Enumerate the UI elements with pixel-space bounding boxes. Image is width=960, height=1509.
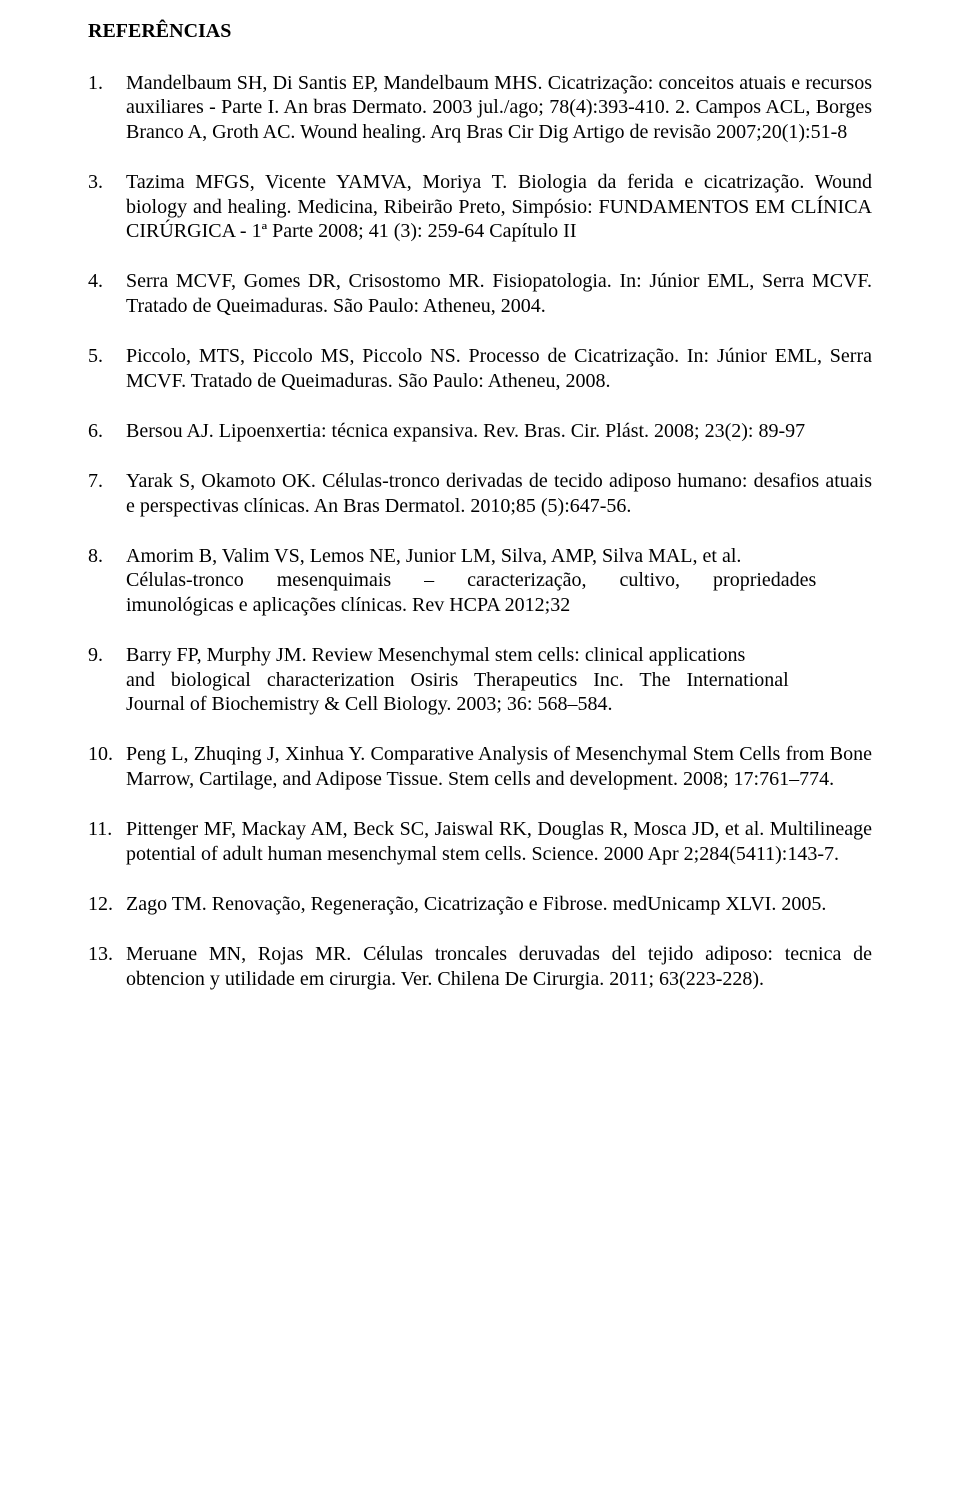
reference-text-line: Journal of Biochemistry & Cell Biology. … — [126, 693, 612, 715]
reference-text: Meruane MN, Rojas MR. Células troncales … — [126, 943, 872, 989]
reference-item: 8. Amorim B, Valim VS, Lemos NE, Junior … — [88, 544, 872, 617]
reference-item: 6. Bersou AJ. Lipoenxertia: técnica expa… — [88, 419, 872, 443]
reference-item: 7. Yarak S, Okamoto OK. Células-tronco d… — [88, 469, 872, 518]
reference-number: 6. — [88, 419, 122, 443]
reference-text-line: Barry FP, Murphy JM. Review Mesenchymal … — [126, 644, 745, 666]
reference-item: 4. Serra MCVF, Gomes DR, Crisostomo MR. … — [88, 269, 872, 318]
reference-text: Piccolo, MTS, Piccolo MS, Piccolo NS. Pr… — [126, 345, 872, 391]
reference-text: Yarak S, Okamoto OK. Células-tronco deri… — [126, 470, 872, 516]
reference-text-line: and biological characterization Osiris T… — [126, 669, 789, 691]
reference-text: Mandelbaum SH, Di Santis EP, Mandelbaum … — [126, 72, 872, 143]
reference-number: 4. — [88, 269, 122, 293]
reference-number: 12. — [88, 892, 122, 916]
reference-item: 1. Mandelbaum SH, Di Santis EP, Mandelba… — [88, 71, 872, 144]
reference-text: Peng L, Zhuqing J, Xinhua Y. Comparative… — [126, 743, 872, 789]
reference-item: 11. Pittenger MF, Mackay AM, Beck SC, Ja… — [88, 817, 872, 866]
references-list: 1. Mandelbaum SH, Di Santis EP, Mandelba… — [88, 71, 872, 991]
reference-item: 12. Zago TM. Renovação, Regeneração, Cic… — [88, 892, 872, 916]
reference-number: 8. — [88, 544, 122, 568]
reference-text: Pittenger MF, Mackay AM, Beck SC, Jaiswa… — [126, 818, 872, 864]
reference-number: 9. — [88, 643, 122, 667]
reference-item: 3. Tazima MFGS, Vicente YAMVA, Moriya T.… — [88, 170, 872, 243]
reference-text: Bersou AJ. Lipoenxertia: técnica expansi… — [126, 420, 805, 442]
reference-number: 11. — [88, 817, 122, 841]
reference-item: 5. Piccolo, MTS, Piccolo MS, Piccolo NS.… — [88, 344, 872, 393]
reference-text-line: Células-tronco mesenquimais – caracteriz… — [126, 569, 816, 591]
reference-text: Serra MCVF, Gomes DR, Crisostomo MR. Fis… — [126, 270, 872, 316]
reference-item: 9. Barry FP, Murphy JM. Review Mesenchym… — [88, 643, 872, 716]
reference-item: 13. Meruane MN, Rojas MR. Células tronca… — [88, 942, 872, 991]
reference-number: 13. — [88, 942, 122, 966]
reference-number: 1. — [88, 71, 122, 95]
reference-item: 10. Peng L, Zhuqing J, Xinhua Y. Compara… — [88, 742, 872, 791]
reference-text: Zago TM. Renovação, Regeneração, Cicatri… — [126, 893, 826, 915]
reference-number: 10. — [88, 742, 122, 766]
reference-number: 7. — [88, 469, 122, 493]
page: REFERÊNCIAS 1. Mandelbaum SH, Di Santis … — [0, 0, 960, 1057]
reference-text: Tazima MFGS, Vicente YAMVA, Moriya T. Bi… — [126, 171, 872, 242]
reference-text-line: imunológicas e aplicações clínicas. Rev … — [126, 594, 570, 616]
reference-number: 3. — [88, 170, 122, 194]
reference-number: 5. — [88, 344, 122, 368]
references-heading: REFERÊNCIAS — [88, 20, 872, 43]
reference-text-line: Amorim B, Valim VS, Lemos NE, Junior LM,… — [126, 545, 741, 567]
